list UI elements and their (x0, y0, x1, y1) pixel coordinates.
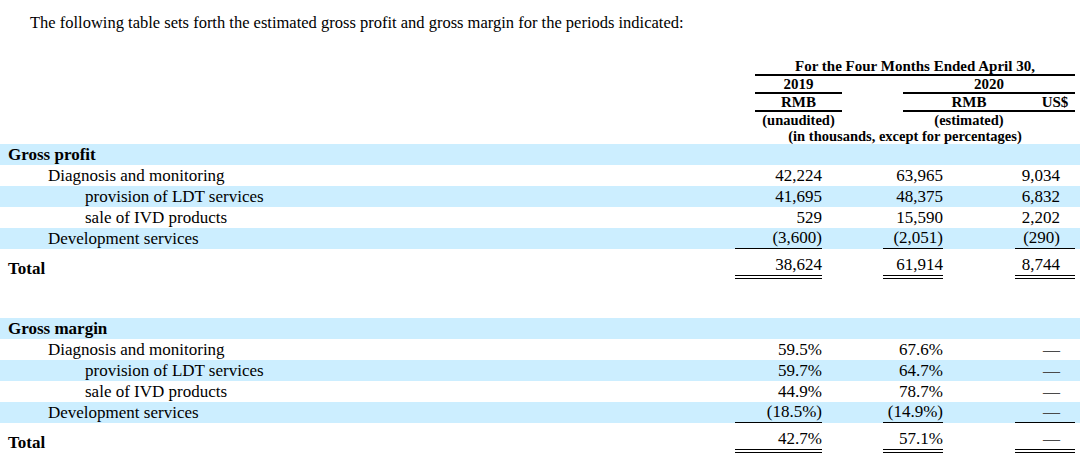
section-title-row: Gross margin (0, 318, 1080, 339)
cell-2020-usd: 9,034 (1015, 166, 1075, 186)
cell-2019-rmb: (18.5%) (735, 402, 822, 423)
cell-2020-rmb: 78.7% (883, 382, 943, 402)
cell-2020-rmb: (2,051) (883, 228, 943, 249)
row-label: sale of IVD products (0, 208, 735, 228)
header-year-2020: 2020 (903, 76, 1075, 94)
header-units-row: (in thousands, except for percentages) (0, 128, 1080, 144)
section-title: Gross profit (0, 145, 1075, 165)
header-period: For the Four Months Ended April 30, (755, 58, 1075, 76)
section-gross-profit: Gross profit Diagnosis and monitoring 42… (0, 144, 1080, 281)
intro-paragraph: The following table sets forth the estim… (0, 0, 1080, 33)
cell-2020-rmb: 61,914 (883, 255, 943, 279)
table-row: Development services (18.5%) (14.9%) — (0, 402, 1080, 423)
cell-2020-usd: — (1015, 429, 1075, 453)
total-label: Total (0, 259, 735, 279)
row-label: provision of LDT services (0, 187, 735, 207)
header-note-2019: (unaudited) (755, 112, 842, 128)
cell-2020-usd: — (1015, 361, 1075, 381)
row-label: provision of LDT services (0, 361, 735, 381)
table-row: Diagnosis and monitoring 59.5% 67.6% — (0, 339, 1080, 360)
cell-2020-usd: 8,744 (1015, 255, 1075, 279)
table-row: sale of IVD products 44.9% 78.7% — (0, 381, 1080, 402)
document-page: The following table sets forth the estim… (0, 0, 1080, 465)
section-title: Gross margin (0, 319, 1075, 339)
row-label: Development services (0, 403, 735, 423)
row-label: sale of IVD products (0, 382, 735, 402)
cell-2019-rmb: 38,624 (735, 255, 822, 279)
header-rmb-2019: RMB (755, 94, 842, 112)
table-row: Development services (3,600) (2,051) (29… (0, 228, 1080, 249)
table-header: For the Four Months Ended April 30, 2019… (0, 58, 1080, 144)
cell-2020-usd: — (1015, 402, 1075, 423)
total-label: Total (0, 433, 735, 453)
cell-2019-rmb: (3,600) (735, 228, 822, 249)
cell-2020-rmb: 67.6% (883, 340, 943, 360)
header-period-row: For the Four Months Ended April 30, (0, 58, 1080, 76)
row-label: Diagnosis and monitoring (0, 166, 735, 186)
cell-2020-rmb: 57.1% (883, 429, 943, 453)
header-note-2020: (estimated) (903, 112, 1035, 128)
section-gross-margin: Gross margin Diagnosis and monitoring 59… (0, 318, 1080, 455)
cell-2019-rmb: 42,224 (735, 166, 822, 186)
cell-2020-usd: 2,202 (1015, 208, 1075, 228)
cell-2019-rmb: 59.5% (735, 340, 822, 360)
row-label: Diagnosis and monitoring (0, 340, 735, 360)
cell-2020-usd: (290) (1015, 228, 1075, 249)
cell-2019-rmb: 41,695 (735, 187, 822, 207)
cell-2020-usd: 6,832 (1015, 187, 1075, 207)
cell-2019-rmb: 42.7% (735, 429, 822, 453)
table-row: provision of LDT services 41,695 48,375 … (0, 186, 1080, 207)
cell-2020-usd: — (1015, 382, 1075, 402)
table-row: Diagnosis and monitoring 42,224 63,965 9… (0, 165, 1080, 186)
header-currency-row: RMB RMB US$ (0, 94, 1080, 112)
header-note-row: (unaudited) (estimated) (0, 112, 1080, 128)
header-year-2019: 2019 (755, 76, 842, 94)
table-row: provision of LDT services 59.7% 64.7% — (0, 360, 1080, 381)
header-usd-2020: US$ (1035, 94, 1075, 112)
cell-2020-rmb: 63,965 (883, 166, 943, 186)
cell-2019-rmb: 44.9% (735, 382, 822, 402)
row-label: Development services (0, 229, 735, 249)
cell-2020-rmb: (14.9%) (883, 402, 943, 423)
header-year-row: 2019 2020 (0, 76, 1080, 94)
total-row: Total 38,624 61,914 8,744 (0, 257, 1080, 281)
header-rmb-2020: RMB (903, 94, 1035, 112)
cell-2020-rmb: 64.7% (883, 361, 943, 381)
header-units-note: (in thousands, except for percentages) (735, 128, 1075, 144)
cell-2019-rmb: 59.7% (735, 361, 822, 381)
total-row: Total 42.7% 57.1% — (0, 431, 1080, 455)
cell-2019-rmb: 529 (735, 208, 822, 228)
section-title-row: Gross profit (0, 144, 1080, 165)
cell-2020-rmb: 15,590 (883, 208, 943, 228)
cell-2020-usd: — (1015, 340, 1075, 360)
cell-2020-rmb: 48,375 (883, 187, 943, 207)
table-row: sale of IVD products 529 15,590 2,202 (0, 207, 1080, 228)
